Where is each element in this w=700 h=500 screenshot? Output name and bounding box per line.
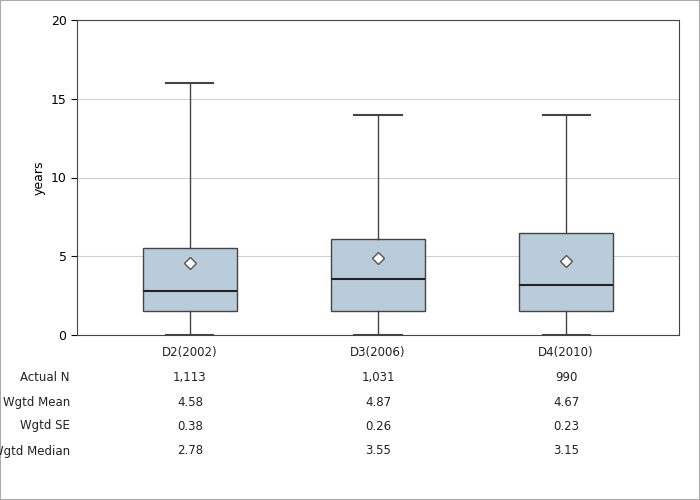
Text: 0.38: 0.38 (177, 420, 203, 432)
Text: 4.87: 4.87 (365, 396, 391, 409)
Text: 0.26: 0.26 (365, 420, 391, 432)
PathPatch shape (143, 248, 237, 312)
Text: Wgtd Mean: Wgtd Mean (3, 396, 70, 409)
Text: D2(2002): D2(2002) (162, 346, 218, 359)
Text: 1,031: 1,031 (361, 371, 395, 384)
Text: 2.78: 2.78 (177, 444, 203, 458)
Text: 990: 990 (555, 371, 578, 384)
Text: 4.67: 4.67 (553, 396, 580, 409)
Y-axis label: years: years (32, 160, 46, 194)
Text: Actual N: Actual N (20, 371, 70, 384)
Text: 1,113: 1,113 (173, 371, 206, 384)
Text: Wgtd SE: Wgtd SE (20, 420, 70, 432)
Text: D3(2006): D3(2006) (350, 346, 406, 359)
Text: 3.55: 3.55 (365, 444, 391, 458)
Text: 0.23: 0.23 (553, 420, 579, 432)
Text: Wgtd Median: Wgtd Median (0, 444, 70, 458)
Text: 3.15: 3.15 (553, 444, 579, 458)
Text: 4.58: 4.58 (177, 396, 203, 409)
PathPatch shape (519, 232, 613, 312)
Text: D4(2010): D4(2010) (538, 346, 594, 359)
PathPatch shape (331, 239, 425, 312)
